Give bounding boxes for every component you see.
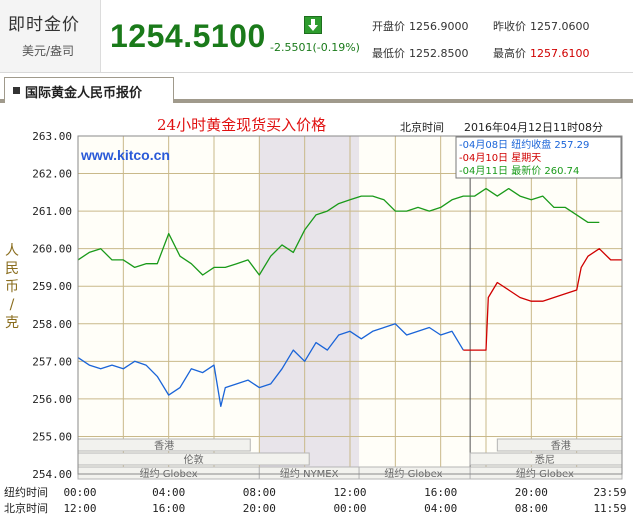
y-tick-label: 259.00 [32, 280, 72, 293]
market-session-label: 悉尼 [535, 454, 555, 466]
x-tick-label: 23:59 [593, 486, 626, 499]
legend-entry: -04月10日 星期天 [459, 152, 541, 164]
x-axis-row-label: 纽约时间 [4, 485, 48, 499]
x-tick-label: 12:00 [63, 502, 96, 515]
series-line [77, 187, 600, 276]
y-tick-label: 263.00 [32, 130, 72, 143]
quote-bar: 即时金价 美元/盎司 1254.5100 -2.5501(-0.19%) 开盘价… [0, 0, 633, 73]
plot-frame [77, 135, 623, 475]
y-axis-label-char: 克 [5, 315, 19, 331]
high-price-value: 1257.6100 [530, 47, 590, 60]
high-price: 最高价 1257.6100 [493, 45, 590, 61]
x-axis-ticks: 纽约时间 00:00 04:00 08:00 12:00 16:00 20:00 23:59 北… [4, 485, 627, 515]
y-tick-label: 256.00 [32, 393, 72, 406]
legend-box [455, 136, 622, 179]
prev-close-value: 1257.0600 [530, 20, 590, 33]
low-price-value: 1252.8500 [409, 47, 469, 60]
x-tick-label: 16:00 [152, 502, 185, 515]
market-session-label: 伦敦 [184, 453, 204, 466]
x-tick-label: 04:00 [152, 486, 185, 499]
quote-label-box: 即时金价 美元/盎司 [0, 0, 101, 72]
x-tick-label: 08:00 [243, 486, 276, 499]
x-tick-label: 16:00 [424, 486, 457, 499]
y-tick-label: 258.00 [32, 318, 72, 331]
y-axis-label-char: 人 [5, 243, 19, 259]
trading-session-shade [259, 136, 360, 474]
low-price: 最低价 1252.8500 [372, 45, 469, 61]
y-tick-label: 255.00 [32, 430, 72, 443]
section-tab-label: 国际黄金人民币报价 [25, 86, 143, 101]
chart-title: 24小时黄金现货买入价格 [157, 116, 326, 134]
y-tick-label: 260.00 [32, 243, 72, 256]
down-arrow-icon [304, 16, 322, 34]
series-line [77, 323, 464, 408]
y-axis-label-char: / [10, 297, 15, 313]
section-tab[interactable]: 国际黄金人民币报价 [4, 77, 174, 103]
quote-label: 即时金价 [8, 15, 80, 35]
series-line [463, 248, 622, 351]
x-tick-label: 20:00 [243, 502, 276, 515]
x-tick-label: 04:00 [424, 502, 457, 515]
open-price: 开盘价 1256.9000 [372, 18, 469, 34]
market-session-label: 香港 [154, 440, 174, 452]
chart-timestamp: 2016年04月12日11时08分 [464, 120, 603, 134]
open-price-value: 1256.9000 [409, 20, 469, 33]
chart-grid [78, 135, 622, 475]
tab-bullet-icon [13, 87, 20, 94]
high-price-label: 最高价 [493, 47, 526, 60]
current-price: 1254.5100 [110, 18, 266, 54]
y-axis-label-char: 币 [5, 279, 19, 295]
market-session-label: 香港 [551, 440, 571, 452]
low-price-label: 最低价 [372, 47, 405, 60]
watermark-url: www.kitco.cn [80, 147, 170, 163]
prev-close-price: 昨收价 1257.0600 [493, 18, 590, 34]
timestamp-label: 北京时间 [400, 120, 444, 134]
legend-entry: -04月11日 最新价 260.74 [459, 164, 579, 177]
x-axis-row-label: 北京时间 [4, 501, 48, 515]
x-tick-label: 00:00 [63, 486, 96, 499]
x-tick-label: 00:00 [333, 502, 366, 515]
y-axis-label: 人民币 / 克 [5, 243, 19, 331]
chart-legend: -04月08日 纽约收盘 257.29-04月10日 星期天-04月11日 最新… [455, 136, 622, 179]
legend-entry: -04月08日 纽约收盘 257.29 [459, 138, 589, 151]
y-tick-label: 257.00 [32, 355, 72, 368]
y-axis-ticks: 263.00 262.00 261.00 260.00 259.00 258.00 257.… [32, 130, 72, 481]
x-tick-label: 08:00 [515, 502, 548, 515]
x-tick-label: 20:00 [515, 486, 548, 499]
x-tick-label: 11:59 [593, 502, 626, 515]
y-tick-label: 254.00 [32, 468, 72, 481]
y-tick-label: 261.00 [32, 205, 72, 218]
price-lines [77, 187, 622, 408]
quote-unit: 美元/盎司 [22, 44, 75, 58]
open-price-label: 开盘价 [372, 20, 405, 33]
section-tab-rule [0, 99, 633, 103]
y-tick-label: 262.00 [32, 168, 72, 181]
y-axis-label-char: 民 [5, 261, 19, 277]
x-tick-label: 12:00 [333, 486, 366, 499]
prev-close-label: 昨收价 [493, 20, 526, 33]
price-change: -2.5501(-0.19%) [270, 41, 360, 54]
